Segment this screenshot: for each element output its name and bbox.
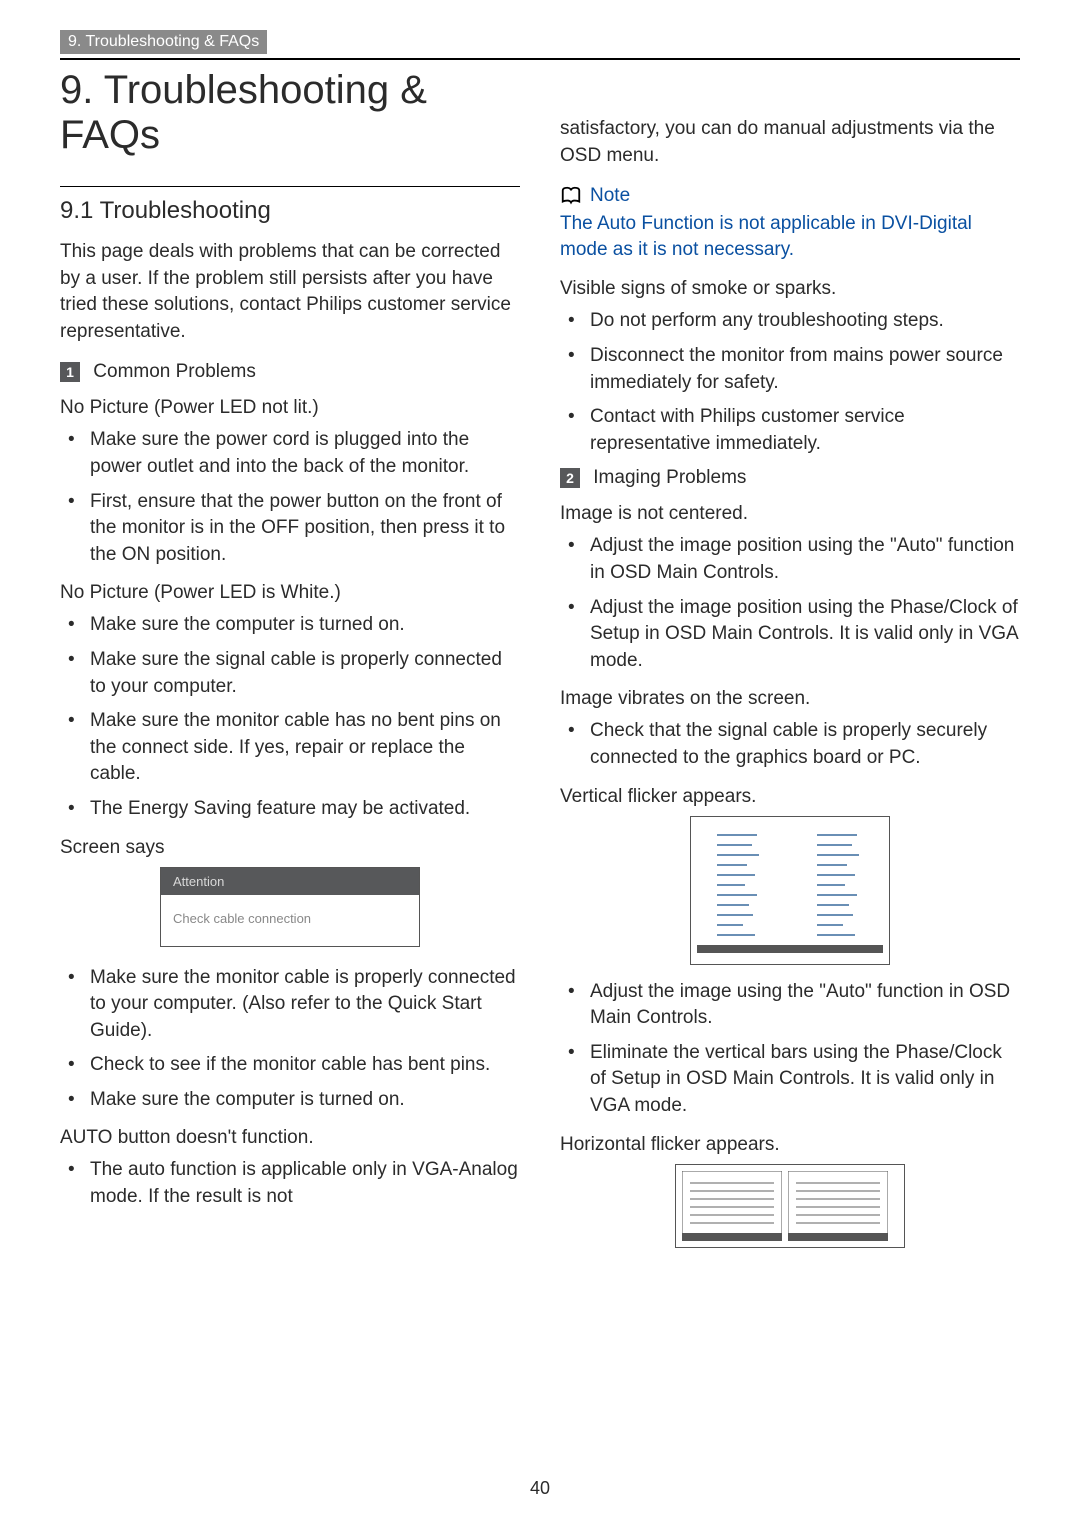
note-icon [560,185,582,207]
list-item: Do not perform any troubleshooting steps… [590,308,1020,335]
header-strip: 9. Troubleshooting & FAQs [60,30,267,54]
horizontal-flicker-figure [675,1164,905,1248]
rule-section [60,186,520,187]
issue-no-picture-off: No Picture (Power LED not lit.) [60,397,520,419]
note-label: Note [590,185,630,207]
list-item: Contact with Philips customer service re… [590,404,1020,457]
note-row: Note [560,185,1020,207]
list-item: Make sure the computer is turned on. [90,612,520,639]
issue-vibrates: Image vibrates on the screen. [560,688,1020,710]
list-item: Check to see if the monitor cable has be… [90,1052,520,1079]
list-item: Adjust the image using the "Auto" functi… [590,979,1020,1032]
list-item: Eliminate the vertical bars using the Ph… [590,1040,1020,1120]
list-item: The auto function is applicable only in … [90,1157,520,1210]
right-column: satisfactory, you can do manual adjustme… [560,68,1020,1262]
note-text: The Auto Function is not applicable in D… [560,211,1020,262]
left-column: 9. Troubleshooting & FAQs 9.1 Troublesho… [60,68,520,1262]
section-title: 9.1 Troubleshooting [60,197,520,225]
list-item: Make sure the monitor cable has no bent … [90,708,520,788]
vertical-flicker-figure [690,816,890,965]
intro-paragraph: This page deals with problems that can b… [60,239,520,345]
common-problems-label: Common Problems [93,361,256,382]
issue-auto-button: AUTO button doesn't function. [60,1127,520,1149]
list-item: Make sure the computer is turned on. [90,1087,520,1114]
badge-2: 2 [560,468,580,488]
issue-vflicker: Vertical flicker appears. [560,786,1020,808]
list-item: Adjust the image position using the "Aut… [590,533,1020,586]
list-item: Check that the signal cable is properly … [590,718,1020,771]
attention-box: Attention Check cable connection [160,867,420,947]
list-item: Make sure the monitor cable is properly … [90,965,520,1045]
list-item: The Energy Saving feature may be activat… [90,796,520,823]
issue-hflicker: Horizontal flicker appears. [560,1134,1020,1156]
imaging-problems-label: Imaging Problems [593,467,746,488]
issue-no-picture-white: No Picture (Power LED is White.) [60,582,520,604]
continuation-text: satisfactory, you can do manual adjustme… [560,116,1020,169]
attention-head: Attention [161,868,419,895]
rule-top [60,58,1020,60]
common-problems-heading: 1 Common Problems [60,361,520,383]
issue-screen-says: Screen says [60,837,520,859]
list-item: Make sure the power cord is plugged into… [90,427,520,480]
issue-not-centered: Image is not centered. [560,503,1020,525]
imaging-problems-heading: 2 Imaging Problems [560,467,1020,489]
list-item: Disconnect the monitor from mains power … [590,343,1020,396]
page-number: 40 [530,1478,550,1499]
chapter-title: 9. Troubleshooting & FAQs [60,68,520,158]
list-item: Adjust the image position using the Phas… [590,595,1020,675]
list-item: First, ensure that the power button on t… [90,489,520,569]
badge-1: 1 [60,362,80,382]
list-item: Make sure the signal cable is properly c… [90,647,520,700]
attention-body: Check cable connection [161,895,419,946]
issue-smoke: Visible signs of smoke or sparks. [560,278,1020,300]
